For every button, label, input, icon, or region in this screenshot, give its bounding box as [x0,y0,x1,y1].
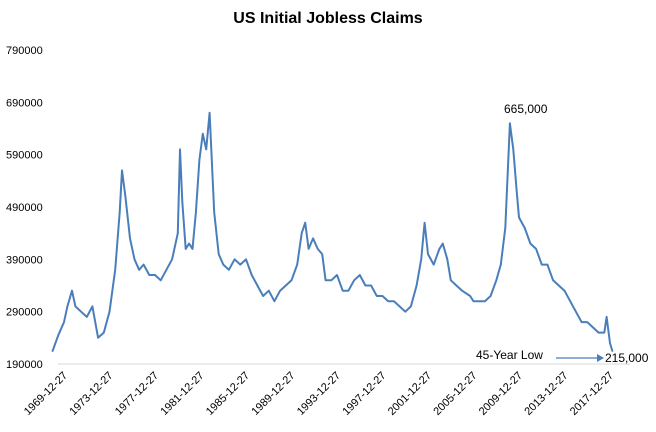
low-annotation-arrowhead [597,354,604,362]
x-axis-ticks: 1969-12-271973-12-271977-12-271981-12-27… [22,370,616,418]
x-tick-label: 1969-12-27 [22,370,70,418]
x-tick-label: 2013-12-27 [522,370,570,418]
y-tick-label: 390000 [6,254,43,266]
x-tick-label: 1993-12-27 [295,370,343,418]
x-tick-label: 1985-12-27 [204,370,252,418]
x-tick-label: 1989-12-27 [249,370,297,418]
x-tick-label: 1981-12-27 [158,370,206,418]
x-tick-label: 2009-12-27 [477,370,525,418]
y-tick-label: 690000 [6,97,43,109]
series-line-jobless-claims [51,111,614,352]
x-tick-label: 2001-12-27 [386,370,434,418]
x-tick-label: 2017-12-27 [568,370,616,418]
y-tick-label: 290000 [6,307,43,319]
peak-annotation-label: 665,000 [504,102,548,116]
chart-title: US Initial Jobless Claims [233,10,423,27]
x-tick-label: 1997-12-27 [340,370,388,418]
low-annotation-value: 215,000 [605,351,649,365]
y-tick-label: 190000 [6,359,43,371]
low-annotation-text: 45-Year Low [476,348,543,362]
y-tick-label: 490000 [6,202,43,214]
y-tick-label: 790000 [6,45,43,57]
x-tick-label: 1973-12-27 [67,370,115,418]
y-axis-ticks: 190000 290000 390000 490000 590000 690000 7900… [6,45,43,371]
x-tick-label: 1977-12-27 [113,370,161,418]
y-tick-label: 590000 [6,150,43,162]
x-tick-label: 2005-12-27 [431,370,479,418]
